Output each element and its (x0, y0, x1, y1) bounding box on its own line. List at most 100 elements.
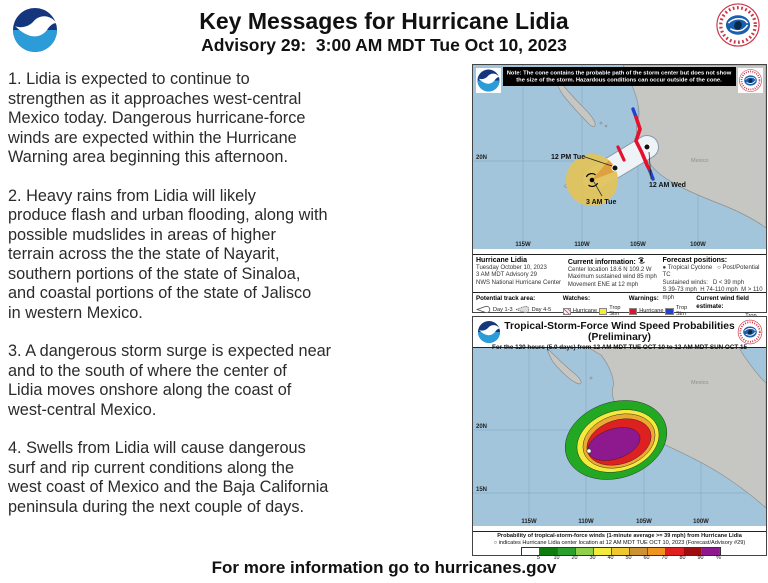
prob-subtitle: For the 120 hours (5.0 days) from 12 AM … (492, 344, 747, 351)
prob-footer: Probability of tropical-storm-force wind… (473, 531, 766, 561)
prob-header: Tropical-Storm-Force Wind Speed Probabil… (473, 317, 766, 351)
lat-20n: 20N (476, 155, 487, 161)
max-sustained-wind: Maximum sustained wind 85 mph (567, 274, 657, 281)
baja-peninsula (552, 71, 596, 127)
day13-label: Day 1-3 (493, 306, 513, 313)
colorbar-segment (539, 548, 558, 556)
lon-115w: 115W (521, 519, 537, 525)
storm-name: Hurricane Lidia (476, 257, 527, 264)
cone-day45-icon (514, 305, 529, 314)
colorbar-tick: 60 (643, 555, 650, 562)
point-labels: 12 PM Tue 12 AM Wed 3 AM Tue (551, 151, 686, 206)
legend-windfield: Current wind field estimate: Hurricane T… (696, 295, 764, 325)
lat-15n: 15N (476, 487, 487, 493)
storm-advisory: 3 AM MDT Advisory 29 (476, 272, 537, 279)
storm-date: Tuesday October 10, 2023 (476, 264, 547, 271)
hurricane-warning-swatch (628, 307, 638, 315)
colorbar-segment (575, 548, 594, 556)
hurricane-center-icon (585, 173, 603, 197)
lat-20n: 20N (476, 424, 487, 430)
windfield-label: Current wind field estimate: (696, 295, 749, 310)
forecast-position-dots (611, 143, 651, 172)
mexico-label: Mexico (691, 380, 708, 386)
lon-110w: 110W (574, 242, 590, 248)
center-location: Center location 18.6 N 109.2 W (567, 266, 652, 273)
day45-label: Day 4-5 (531, 306, 552, 313)
wind-prob-panel: Tropical-Storm-Force Wind Speed Probabil… (472, 316, 767, 561)
forecast-positions-block: Forecast positions: ● Tropical Cyclone ○… (662, 257, 763, 301)
mexico-label: Mexico (691, 158, 708, 164)
footer-info-line: For more information go to hurricanes.go… (211, 558, 557, 577)
label-12am-wed: 12 AM Wed (649, 182, 686, 189)
current-info-title: Current information: (568, 257, 663, 267)
colorbar-segment (683, 548, 702, 556)
key-messages-list: 1. Lidia is expected to continue to stre… (8, 70, 470, 536)
colorbar-segment (521, 548, 540, 556)
colorbar-tick: 5 (537, 555, 540, 562)
colorbar-tick: 30 (589, 555, 596, 562)
storm-agency: NWS National Hurricane Center (476, 279, 562, 286)
cone-note-line2: the size of the storm. Hazardous conditi… (516, 78, 722, 84)
tropstm-warning-swatch (665, 307, 674, 315)
track-area-label: Potential track area: (476, 295, 536, 302)
lon-105w: 105W (630, 242, 646, 248)
map-legend-row: Potential track area: Day 1-3 Day 4-5 Wa… (473, 292, 766, 325)
prob-map: Mexico 20N 15N 115W 110W 105W 100W (473, 346, 767, 526)
cone-day13-icon (476, 305, 491, 314)
prob-noaa-logo (476, 319, 502, 350)
colorbar-segment (665, 548, 684, 556)
advisory-subtitle: Advisory 29: 3:00 AM MDT Tue Oct 10, 202… (201, 35, 567, 55)
colorbar-segment (647, 548, 666, 556)
key-message-4: 4. Swells from Lidia will cause dangerou… (8, 439, 329, 516)
watches-label: Watches: (562, 295, 591, 302)
hurricane-watch-label: Hurricane (572, 308, 598, 314)
tropstm-warning-label: Trop Stm (675, 305, 688, 317)
movement: Movement ENE at 12 mph (567, 281, 639, 288)
wind-ranges: S 39-73 mph H 74-110 mph M > 110 mph (662, 287, 763, 301)
cone-note-line1: Note: The cone contains the probable pat… (507, 71, 732, 77)
lon-110w: 110W (578, 519, 594, 525)
lon-105w: 105W (636, 519, 652, 525)
prob-nhc-logo (737, 319, 763, 350)
track-cone-panel: Mexico (472, 64, 767, 325)
axis-labels: 20N 15N 115W 110W 105W 100W (476, 424, 709, 525)
hurricane-watch-swatch (562, 307, 571, 315)
map-nhc-logo (738, 68, 763, 93)
colorbar-tick: 50 (625, 555, 632, 562)
label-12pm-tue: 12 PM Tue (551, 154, 585, 161)
lon-115w: 115W (515, 242, 531, 248)
colorbar-segment (557, 548, 576, 556)
forecast-positions-title: Forecast positions: (662, 257, 728, 264)
colorbar-tick: 40 (607, 555, 614, 562)
storm-id-block: Hurricane Lidia Tuesday October 10, 2023… (476, 257, 568, 291)
legend-track-area: Potential track area: Day 1-3 Day 4-5 (476, 295, 559, 317)
storm-info-bar: Hurricane Lidia Tuesday October 10, 2023… (473, 254, 766, 325)
colorbar-segment (593, 548, 612, 556)
storm-center-dot (586, 448, 592, 454)
tropstm-watch-swatch (599, 307, 608, 315)
colorbar-ticks: 5 10 20 30 40 50 60 70 80 90% (521, 555, 721, 563)
colorbar-tick: 70 (661, 555, 668, 562)
prob-colorbar: 5 10 20 30 40 50 60 70 80 90% (520, 547, 721, 563)
page-title: Key Messages for Hurricane Lidia (199, 8, 569, 34)
colorbar-tick: % (716, 555, 721, 562)
forecast-types: ● Tropical Cyclone ○ Post/Potential TC (662, 264, 760, 279)
colorbar-tick: 90 (697, 555, 704, 562)
baja-tip (546, 346, 582, 385)
cone-note: Note: The cone contains the probable pat… (503, 67, 736, 86)
current-info-block: Current information: Center location 18.… (568, 257, 663, 291)
colorbar-segment (629, 548, 648, 556)
key-message-3: 3. A dangerous storm surge is expected n… (8, 342, 332, 419)
sustained-winds: Sustained winds: D < 39 mph (662, 279, 745, 286)
lon-100w: 100W (690, 242, 706, 248)
colorbar-segment (611, 548, 630, 556)
key-message-2: 2. Heavy rains from Lidia will likely pr… (8, 186, 328, 322)
colorbar-tick: 10 (553, 555, 560, 562)
probability-blob (564, 400, 668, 480)
key-message-1: 1. Lidia is expected to continue to stre… (8, 70, 306, 166)
nws-logo (715, 2, 761, 53)
track-cone-map: Mexico (473, 64, 767, 249)
warnings-label: Warnings: (628, 295, 659, 302)
lon-100w: 100W (693, 519, 709, 525)
axis-labels: 20N 115W 110W 105W 100W (476, 155, 706, 248)
